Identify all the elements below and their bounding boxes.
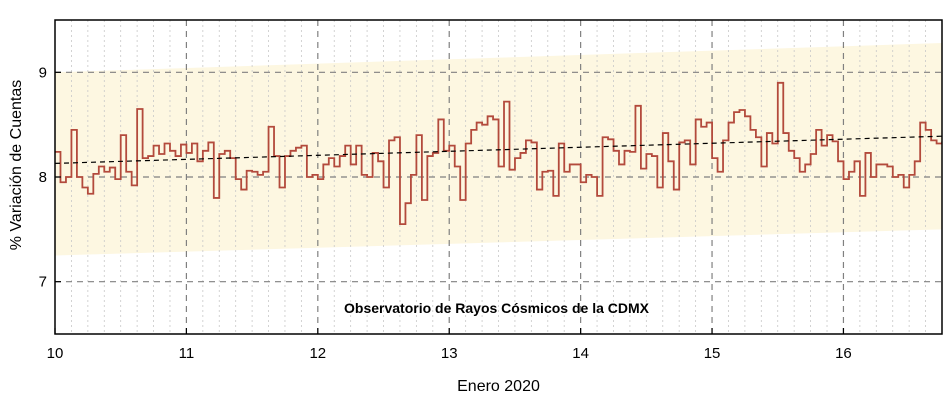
x-tick-label: 14 xyxy=(572,345,589,362)
y-tick-label: 9 xyxy=(39,64,47,81)
x-tick-label: 15 xyxy=(704,345,721,362)
y-tick-label: 8 xyxy=(39,169,47,186)
trend-layer xyxy=(55,135,942,164)
x-tick-label: 11 xyxy=(179,345,195,362)
chart-annotation: Observatorio de Rayos Cósmicos de la CDM… xyxy=(344,300,650,316)
x-tick-label: 10 xyxy=(47,345,64,362)
x-tick-label: 16 xyxy=(835,345,852,362)
series-line-0 xyxy=(55,81,942,225)
y-tick-label: 7 xyxy=(39,274,47,291)
x-axis-title: Enero 2020 xyxy=(457,378,540,395)
x-tick-label: 13 xyxy=(441,345,458,362)
label-layer: 10 11 12 13 14 15 16 7 8 9 xyxy=(39,64,852,362)
trend-line xyxy=(55,135,942,164)
tick-layer xyxy=(54,71,845,334)
series-layer xyxy=(55,81,942,225)
x-tick-label: 12 xyxy=(309,345,326,362)
y-axis-title: % Variación de Cuentas xyxy=(8,80,25,250)
